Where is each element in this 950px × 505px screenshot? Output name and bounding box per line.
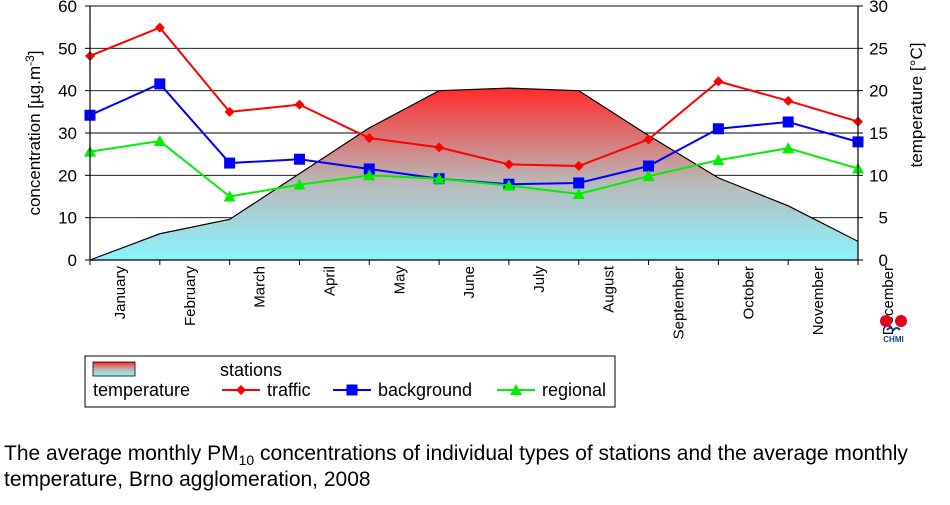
point-traffic-february	[154, 22, 165, 33]
point-regional-july	[502, 179, 515, 191]
series-group	[84, 22, 864, 202]
right-axis-title: temperature [°C]	[907, 43, 926, 168]
left-tick-label-50: 50	[58, 39, 77, 58]
series-traffic	[85, 22, 863, 172]
series-line-traffic	[89, 26, 859, 168]
temperature-area	[90, 88, 858, 260]
point-traffic-october	[713, 76, 724, 87]
legend-entry-regional: regional	[497, 380, 606, 400]
point-regional-august	[572, 187, 585, 199]
point-regional-march	[223, 190, 236, 202]
logo-red-dot-left	[880, 315, 892, 327]
x-tick-label-october: October	[740, 266, 757, 319]
caption-text-start: The average monthly PM	[4, 442, 239, 465]
x-tick-label-march: March	[252, 266, 269, 308]
point-background-september	[643, 160, 655, 172]
legend-label-regional: regional	[542, 380, 606, 400]
x-tick-label-august: August	[601, 265, 618, 313]
legend-label-traffic: traffic	[267, 380, 311, 400]
legend-temperature-label: temperature	[93, 380, 190, 400]
x-tick-label-september: September	[671, 266, 688, 339]
right-tick-label-30: 30	[869, 0, 888, 16]
point-regional-april	[293, 178, 306, 190]
left-tick-label-20: 20	[58, 166, 77, 185]
point-traffic-june	[434, 142, 445, 153]
point-regional-september	[642, 170, 655, 182]
right-tick-label-15: 15	[869, 124, 888, 143]
temperature-area-group	[89, 87, 859, 261]
temperature-outline	[89, 87, 859, 261]
point-regional-february	[153, 135, 166, 147]
legend-marker-regional	[510, 384, 522, 395]
logo-text: CHMI	[883, 335, 903, 344]
right-tick-label-20: 20	[869, 82, 888, 101]
legend-stations-heading: stations	[220, 360, 282, 380]
right-tick-label-5: 5	[879, 209, 888, 228]
point-traffic-november	[783, 95, 794, 106]
left-tick-label-40: 40	[58, 82, 77, 101]
legend-label-background: background	[378, 380, 472, 400]
left-axis-title-end: ]	[25, 50, 44, 55]
series-line-regional	[89, 139, 859, 198]
point-background-november	[782, 116, 794, 128]
point-background-october	[712, 123, 724, 135]
point-background-february	[154, 78, 166, 90]
point-traffic-march	[224, 106, 235, 117]
point-regional-october	[712, 154, 725, 166]
legend: temperature stations traffic background re…	[84, 355, 616, 408]
legend-entries: traffic background regional	[222, 380, 606, 400]
point-regional-may	[363, 169, 376, 181]
legend-entry-traffic: traffic	[222, 380, 311, 400]
logo-wave-icon	[886, 327, 901, 332]
left-tick-label-10: 10	[58, 209, 77, 228]
point-regional-june	[433, 172, 446, 184]
point-traffic-august	[573, 161, 584, 172]
point-background-march	[224, 157, 236, 169]
x-tick-label-february: February	[182, 266, 199, 327]
point-traffic-may	[364, 133, 375, 144]
x-tick-label-may: May	[391, 266, 408, 295]
point-regional-november	[782, 142, 795, 154]
x-tick-label-june: June	[461, 266, 478, 299]
chart-caption: The average monthly PM10 concentrations …	[4, 441, 944, 493]
right-tick-label-10: 10	[869, 166, 888, 185]
series-regional	[84, 135, 864, 202]
point-traffic-april	[294, 99, 305, 110]
left-axis-title-superscript: -3	[23, 55, 37, 66]
legend-box	[84, 355, 616, 408]
point-background-april	[293, 153, 305, 165]
left-tick-label-0: 0	[68, 251, 77, 270]
legend-marker-traffic	[236, 385, 246, 395]
point-background-august	[573, 177, 585, 189]
x-tick-label-april: April	[321, 266, 338, 296]
right-tick-label-0: 0	[879, 251, 888, 270]
legend-marker-background	[346, 384, 358, 396]
x-tick-label-january: January	[112, 266, 129, 320]
x-tick-label-july: July	[531, 266, 548, 293]
chart: concentration [µg.m-3] temperature [°C] …	[23, 0, 926, 408]
left-tick-label-60: 60	[58, 0, 77, 16]
logo-red-dot-right	[895, 315, 907, 327]
point-traffic-july	[503, 159, 514, 170]
legend-temperature-swatch	[92, 361, 136, 377]
right-tick-label-25: 25	[869, 39, 888, 58]
left-tick-label-30: 30	[58, 124, 77, 143]
left-axis-title: concentration [µg.m-3]	[23, 50, 44, 215]
caption-text-end: concentrations of individual types of st…	[4, 442, 908, 491]
x-tick-label-november: November	[810, 266, 827, 335]
axes-group: concentration [µg.m-3] temperature [°C] …	[23, 0, 926, 339]
point-background-may	[363, 163, 375, 175]
point-traffic-september	[643, 134, 654, 145]
legend-entry-background: background	[333, 380, 472, 400]
caption-subscript: 10	[238, 452, 255, 468]
chmi-logo: CHMI	[880, 315, 907, 344]
